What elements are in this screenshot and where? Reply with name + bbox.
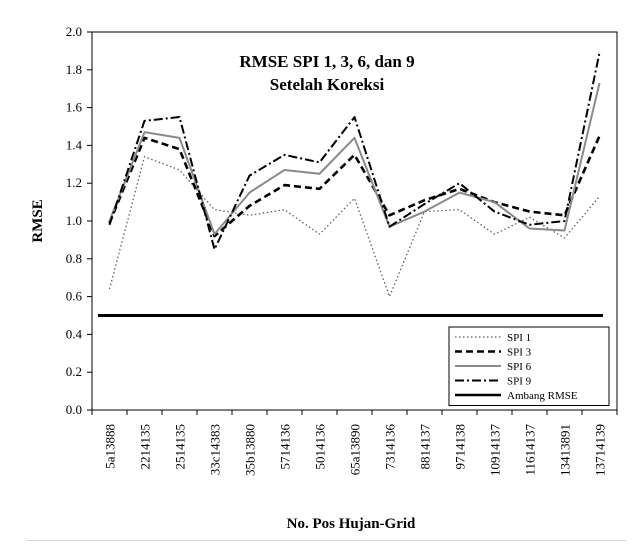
x-tick-label: 11614137 — [523, 424, 538, 476]
series-line-spi-3 — [108, 135, 601, 238]
x-tick-label: 10914137 — [488, 424, 503, 477]
legend-label: SPI 9 — [507, 376, 532, 388]
y-tick-label: 1.6 — [66, 100, 83, 115]
y-tick-label: 1.4 — [66, 137, 83, 152]
x-tick-label: 9714138 — [453, 424, 468, 470]
y-axis-label: RMSE — [30, 199, 46, 242]
y-tick-label: 0.2 — [66, 364, 82, 379]
x-tick-label: 8814137 — [418, 424, 433, 470]
x-tick-label: 5a13888 — [103, 424, 118, 469]
series-line-spi-9 — [108, 52, 601, 251]
y-tick-label: 1.8 — [66, 62, 82, 77]
x-tick-label: 5014136 — [313, 424, 328, 470]
x-tick-label: 2214135 — [138, 424, 153, 470]
bottom-divider — [26, 540, 626, 541]
legend-label: Ambang RMSE — [507, 390, 578, 402]
x-tick-label: 2514135 — [173, 424, 188, 470]
x-tick-label: 33c14383 — [208, 424, 223, 475]
y-tick-label: 1.0 — [66, 213, 82, 228]
x-tick-label: 5714136 — [278, 424, 293, 470]
chart-title: RMSE SPI 1, 3, 6, dan 9 — [239, 52, 414, 71]
series-layer — [98, 52, 603, 317]
legend-label: SPI 1 — [507, 332, 531, 344]
x-tick-label: 13714139 — [593, 424, 608, 476]
y-tick-label: 0.0 — [66, 402, 82, 417]
chart-subtitle: Setelah Koreksi — [270, 75, 385, 94]
y-axis: 0.0 0.2 0.4 0.6 0.8 1.0 1.2 1.4 1.6 1.8 2.0 — [66, 24, 92, 417]
y-tick-label: 0.4 — [66, 326, 83, 341]
legend: SPI 1 SPI 3 SPI 6 SPI 9 Ambang RMSE — [448, 326, 610, 406]
x-tick-label: 7314136 — [383, 424, 398, 470]
x-tick-label: 35b13880 — [243, 424, 258, 476]
x-tick-label: 65a13890 — [348, 424, 363, 475]
y-tick-label: 2.0 — [66, 24, 82, 39]
legend-label: SPI 6 — [507, 361, 532, 373]
y-tick-label: 1.2 — [66, 175, 82, 190]
legend-label: SPI 3 — [507, 347, 532, 359]
y-tick-label: 0.6 — [66, 289, 83, 304]
series-line-spi-6 — [108, 82, 601, 236]
x-axis: 5a13888 2214135 2514135 33c14383 35b13880 571… — [91, 410, 618, 477]
x-tick-label: 13413891 — [558, 424, 573, 476]
y-tick-label: 0.8 — [66, 251, 82, 266]
x-axis-label: No. Pos Hujan-Grid — [287, 516, 416, 532]
